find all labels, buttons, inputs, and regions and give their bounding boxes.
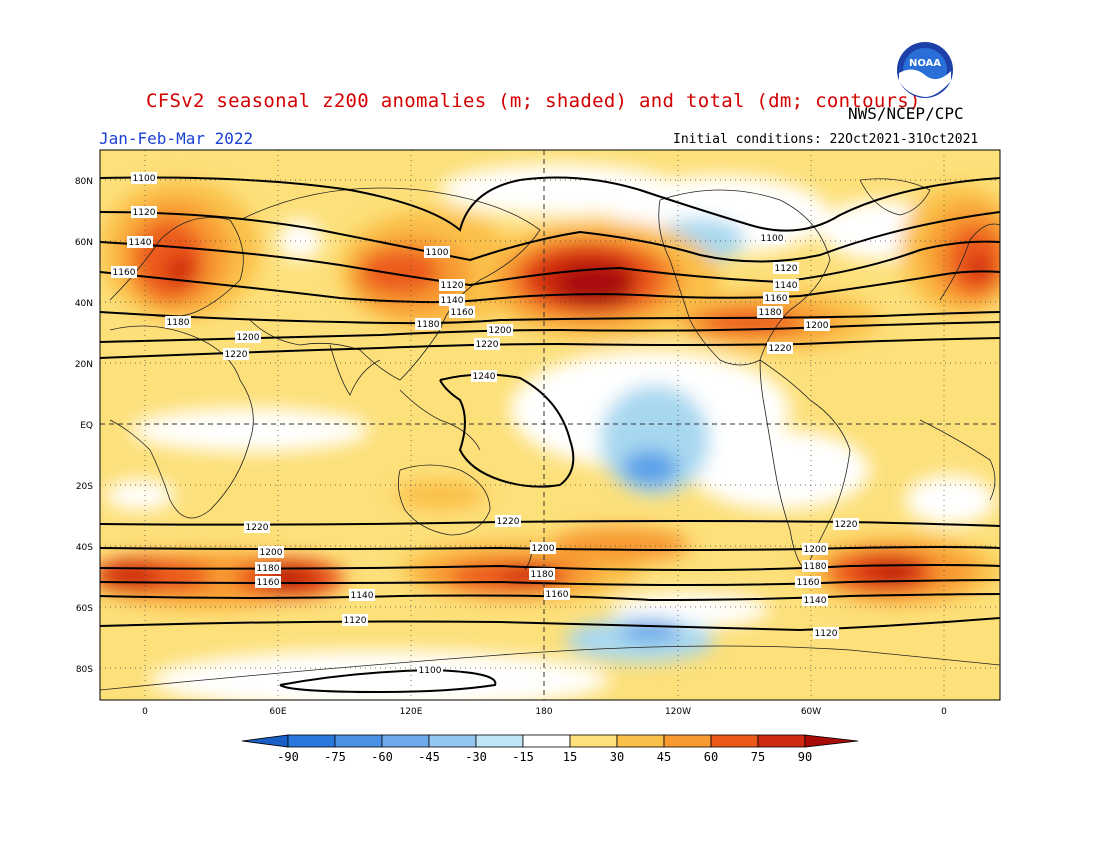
contour-label: 1120 xyxy=(133,208,156,218)
contour-label: 1220 xyxy=(769,344,792,354)
contour-label: 1140 xyxy=(351,591,374,601)
contour-label: 1180 xyxy=(804,562,827,572)
noaa-logo: NOAA xyxy=(897,42,953,98)
colorbar-tick: 15 xyxy=(562,750,578,764)
contour-label: 1200 xyxy=(804,545,827,555)
contour-label: 1160 xyxy=(257,578,280,588)
lat-label: 20N xyxy=(75,360,93,370)
contour-label: 1160 xyxy=(797,578,820,588)
contour-label: 1120 xyxy=(815,629,838,639)
colorbar-swatch xyxy=(334,734,383,748)
contour-label: 1160 xyxy=(451,308,474,318)
colorbar-tick: -90 xyxy=(277,750,299,764)
colorbar-tick: 90 xyxy=(797,750,813,764)
lat-label: 40S xyxy=(76,543,93,553)
contour-label: 1160 xyxy=(765,294,788,304)
lat-label: 60N xyxy=(75,238,93,248)
contour-label: 1160 xyxy=(546,590,569,600)
initial-conditions-label: Initial conditions: 22Oct2021-31Oct2021 xyxy=(673,132,979,147)
coastlines xyxy=(100,178,1000,691)
lon-label: 120E xyxy=(400,707,423,717)
lat-label: 40N xyxy=(75,299,93,309)
colorbar-swatch xyxy=(804,734,859,748)
colorbar-tick: 30 xyxy=(609,750,625,764)
map-frame xyxy=(99,149,1001,701)
contour-label: 1100 xyxy=(133,174,156,184)
colorbar-swatch xyxy=(522,734,571,748)
lon-label: 60E xyxy=(269,707,286,717)
colorbar-swatch xyxy=(569,734,618,748)
colorbar-swatch xyxy=(616,734,665,748)
lon-label: 60W xyxy=(801,707,821,717)
contour-label: 1220 xyxy=(497,517,520,527)
contour-label: 1140 xyxy=(441,296,464,306)
lat-label: 20S xyxy=(76,482,93,492)
contour-label: 1140 xyxy=(129,238,152,248)
contour-label: 1160 xyxy=(113,268,136,278)
figure-title: CFSv2 seasonal z200 anomalies (m; shaded… xyxy=(146,90,921,112)
contour-label: 1180 xyxy=(257,564,280,574)
contour-label: 1220 xyxy=(225,350,248,360)
colorbar-tick: 75 xyxy=(750,750,766,764)
contour-label: 1180 xyxy=(759,308,782,318)
agency-label: NWS/NCEP/CPC xyxy=(848,104,964,123)
contour-label: 1100 xyxy=(761,234,784,244)
colorbar-tick: -30 xyxy=(465,750,487,764)
longitude-labels: 0 60E 120E 180 120W 60W 0 xyxy=(142,707,947,717)
lon-label: 120W xyxy=(665,707,691,717)
contour-label: 1200 xyxy=(237,333,260,343)
height-contours xyxy=(100,176,1000,694)
lon-label: 180 xyxy=(535,707,552,717)
colorbar xyxy=(241,734,859,748)
contour-label: 1100 xyxy=(419,666,442,676)
contour-label: 1220 xyxy=(476,340,499,350)
contour-label: 1100 xyxy=(426,248,449,258)
colorbar-tick: -60 xyxy=(371,750,393,764)
contour-label: 1140 xyxy=(804,596,827,606)
lat-label: EQ xyxy=(80,421,93,431)
contour-label: 1120 xyxy=(441,281,464,291)
colorbar-tick: 60 xyxy=(703,750,719,764)
colorbar-swatch xyxy=(663,734,712,748)
contour-label: 1120 xyxy=(775,264,798,274)
lon-label: 0 xyxy=(142,707,148,717)
contour-labels: 1100 1120 1140 1160 1180 1200 1220 1100 … xyxy=(111,172,859,676)
equator-dateline xyxy=(100,150,1000,700)
colorbar-swatch xyxy=(710,734,759,748)
colorbar-swatch xyxy=(475,734,524,748)
lat-label: 60S xyxy=(76,604,93,614)
contour-label: 1120 xyxy=(344,616,367,626)
noaa-logo-text: NOAA xyxy=(909,58,941,69)
contour-label: 1140 xyxy=(775,281,798,291)
contour-label: 1200 xyxy=(532,544,555,554)
season-label: Jan-Feb-Mar 2022 xyxy=(99,129,254,148)
lon-label: 0 xyxy=(941,707,947,717)
colorbar-swatch xyxy=(381,734,430,748)
contour-label: 1180 xyxy=(167,318,190,328)
colorbar-tick: 45 xyxy=(656,750,672,764)
colorbar-tick: -15 xyxy=(512,750,534,764)
lat-label: 80N xyxy=(75,177,93,187)
contour-label: 1220 xyxy=(246,523,269,533)
colorbar-tick: -45 xyxy=(418,750,440,764)
contour-label: 1200 xyxy=(806,321,829,331)
colorbar-swatch xyxy=(241,734,289,748)
contour-label: 1180 xyxy=(531,570,554,580)
colorbar-swatch xyxy=(428,734,477,748)
contour-label: 1180 xyxy=(417,320,440,330)
graticule xyxy=(100,150,1000,700)
anomaly-shading xyxy=(100,164,1000,700)
latitude-labels: 80N 60N 40N 20N EQ 20S 40S 60S 80S xyxy=(75,177,93,675)
contour-label: 1200 xyxy=(489,326,512,336)
lat-label: 80S xyxy=(76,665,93,675)
colorbar-swatch xyxy=(757,734,806,748)
contour-label: 1200 xyxy=(260,548,283,558)
contour-label: 1220 xyxy=(835,520,858,530)
contour-label: 1240 xyxy=(473,372,496,382)
colorbar-swatch xyxy=(287,734,336,748)
colorbar-tick: -75 xyxy=(324,750,346,764)
